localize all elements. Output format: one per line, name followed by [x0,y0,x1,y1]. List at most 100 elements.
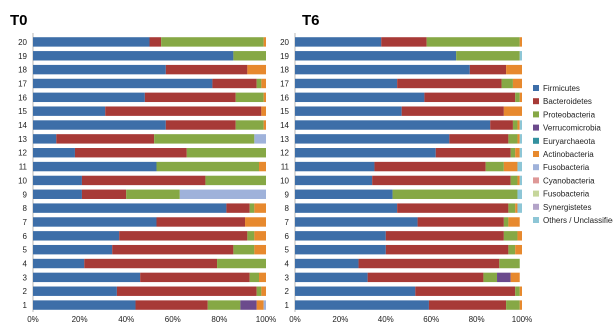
x-tick-label: 0% [27,315,39,323]
bar-segment [205,175,266,186]
bar-segment [33,92,145,103]
y-tick-label: 11 [281,163,290,172]
bar-segment [508,203,516,213]
bar-segment [33,64,166,75]
bar-segment [517,161,522,172]
bar-segment [367,272,484,283]
bar-segment [295,161,375,172]
y-tick-label: 3 [23,273,28,282]
y-tick-label: 19 [18,52,27,61]
bar-segment [156,161,260,172]
bar-segment [372,175,511,186]
bar-segment [295,189,393,199]
bar-segment [385,231,504,241]
bar-segment [517,134,520,144]
bar-segment [515,203,518,213]
bar-segment [154,134,255,144]
legend-swatch [533,190,539,197]
bar-segment [84,258,218,269]
y-tick-label: 16 [18,93,27,102]
y-tick-label: 20 [280,38,289,47]
bar-segment [295,272,368,283]
legend-label: Proteobacteria [543,110,596,119]
x-tick-label: 0% [289,315,301,323]
bar-segment [247,64,266,75]
bar-segment [233,51,266,61]
bar-segment [156,217,246,227]
bar-segment [263,37,266,47]
x-tick-label: 20% [72,315,88,323]
y-tick-label: 12 [18,149,27,158]
bar-segment [508,244,516,255]
bar-segment [456,51,520,61]
bar-segment [485,161,504,172]
y-tick-label: 8 [23,204,28,213]
legend-label: Firmicutes [543,84,580,93]
bar-segment [508,134,518,144]
y-tick-label: 6 [23,232,28,241]
y-tick-label: 1 [23,301,28,310]
bar-segment [149,37,162,47]
bar-segment [186,148,266,158]
chart-title-t6: T6 [302,12,320,29]
bar-segment [503,106,522,116]
bar-segment [33,148,75,158]
legend-swatch [533,98,539,105]
bar-segment [295,231,386,241]
bar-segment [515,92,520,103]
bar-segment [33,217,157,227]
bar-segment [233,244,255,255]
bar-segment [207,300,241,310]
bar-segment [263,92,266,103]
bar-segment [515,148,520,158]
bar-segment [165,64,248,75]
y-tick-label: 15 [18,107,27,116]
bar-segment [295,37,382,47]
legend-label: Fusobacteria [543,163,590,172]
bar-segment [295,244,386,255]
chart-panel-t6: 0% 20% 40% 60% 80% 100%1234567891011121314151… [280,33,532,323]
bar-segment [510,272,520,283]
bar-segment [295,78,398,89]
x-tick-label: 60% [165,315,181,323]
bar-segment [424,92,516,103]
bar-segment [515,244,522,255]
bar-segment [217,258,266,269]
x-tick-label: 40% [118,315,134,323]
bar-segment [517,120,520,130]
y-tick-label: 15 [280,107,289,116]
bar-segment [295,203,398,213]
bar-segment [116,286,257,296]
bar-segment [33,106,106,116]
y-tick-label: 19 [280,52,289,61]
bar-segment [245,217,266,227]
bar-segment [397,203,509,213]
y-tick-label: 8 [285,204,290,213]
bar-segment [519,120,522,130]
bar-segment [235,92,264,103]
legend-label: Euryarchaeota [543,137,596,146]
legend-swatch [533,217,539,223]
bar-segment [135,300,208,310]
bar-segment [249,272,260,283]
y-tick-label: 20 [18,38,27,47]
legend: Firmicutes Bacteroidetes Proteobacteria Ver… [533,84,613,225]
legend-swatch [533,203,539,210]
bar-segment [428,300,507,310]
bar-segment [295,51,457,61]
bar-segment [33,231,120,241]
bar-segment [506,300,520,310]
bar-segment [295,92,425,103]
chart-panel-t0: 0% 20% 40% 60% 80% 100%1234567891011121314151… [18,33,276,323]
bar-segment [503,217,509,227]
y-tick-label: 13 [280,135,289,144]
bar-segment [33,78,213,89]
x-tick-label: 80% [469,315,485,323]
legend-label: Others / Unclassified [543,216,613,225]
bar-segment [519,300,522,310]
bar-segment [259,161,266,172]
x-tick-label: 100% [256,315,276,323]
bar-segment [259,272,266,283]
bar-segment [501,78,513,89]
y-tick-label: 18 [280,66,289,75]
